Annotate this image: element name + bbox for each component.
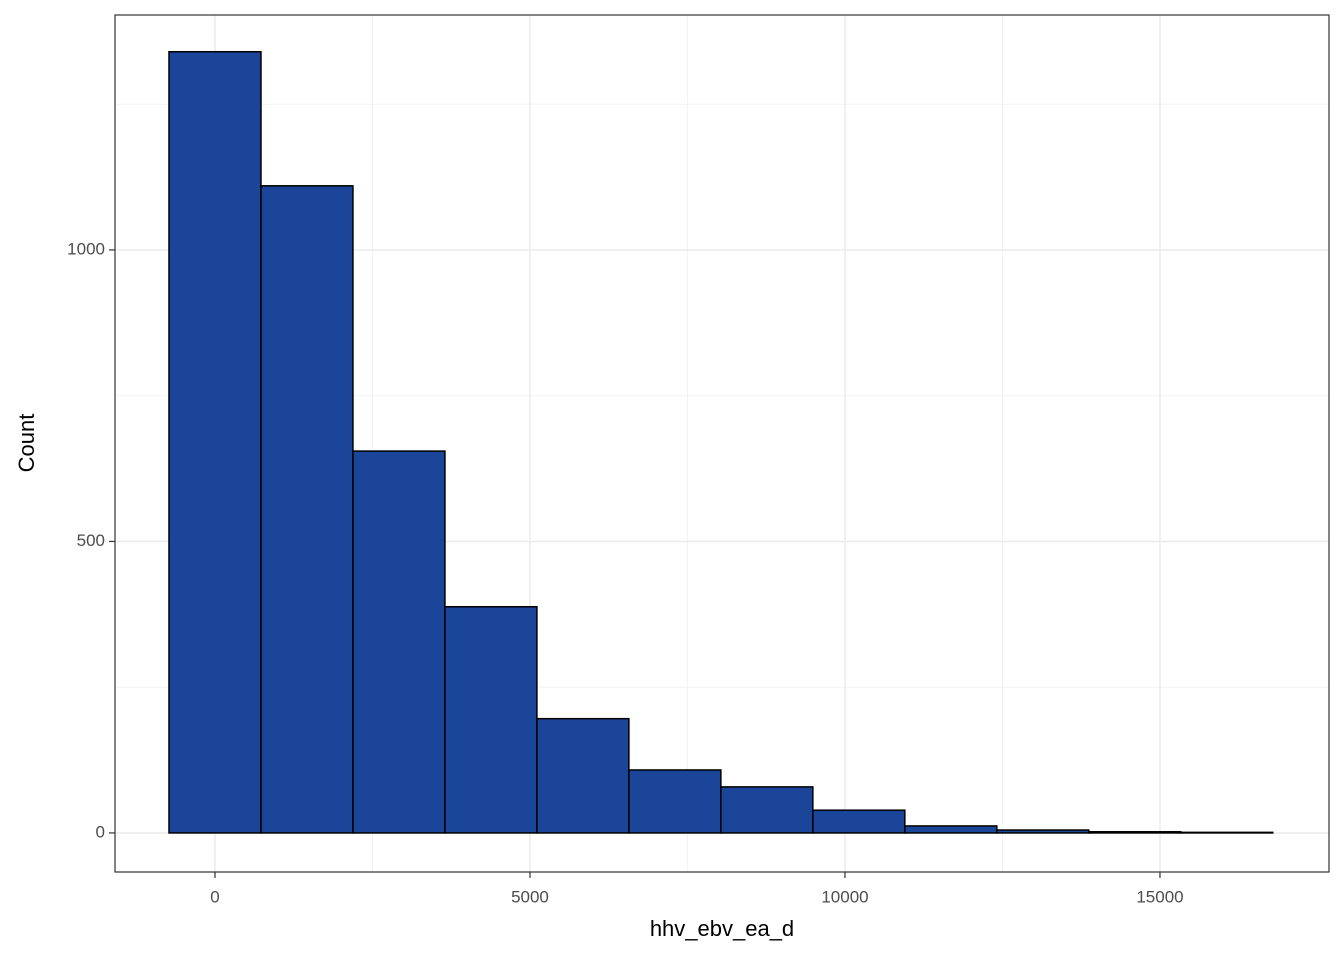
bar (904, 825, 998, 834)
bar (812, 809, 906, 834)
y-tick-label: 1000 (67, 239, 105, 258)
bar (1180, 831, 1274, 834)
x-tick-label: 10000 (821, 887, 868, 906)
x-axis-title: hhv_ebv_ea_d (650, 916, 794, 941)
panel-border (114, 14, 1330, 873)
y-axis-title: Count (14, 414, 39, 473)
x-tick-label: 0 (210, 887, 219, 906)
bar (352, 450, 446, 834)
y-tick-label: 500 (77, 531, 105, 550)
bar (168, 50, 262, 834)
x-tick-label: 15000 (1136, 887, 1183, 906)
bar (260, 185, 354, 834)
y-tick-label: 0 (96, 822, 105, 841)
bar (536, 717, 630, 834)
bar (996, 829, 1090, 834)
bar (1088, 831, 1182, 834)
bar (444, 605, 538, 834)
x-tick-label: 5000 (511, 887, 549, 906)
bar (720, 786, 814, 834)
bar (628, 769, 722, 834)
